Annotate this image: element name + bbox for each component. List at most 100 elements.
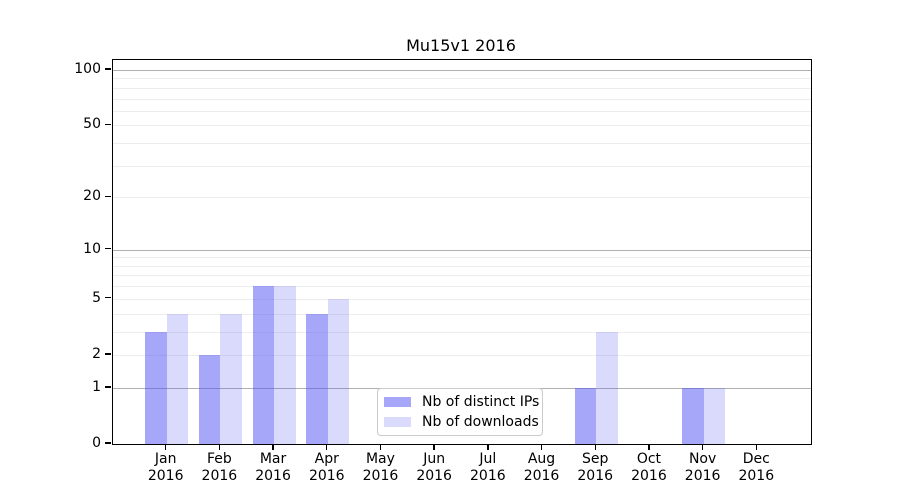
minor-gridline (113, 165, 811, 167)
x-tick-label-line: 2016 (738, 468, 775, 484)
major-gridline (113, 249, 811, 251)
x-tick-label-line: Jan (154, 451, 177, 467)
y-tick-label: 0 (92, 435, 101, 451)
x-tick-mark (218, 444, 221, 450)
x-tick-label-line: Apr (314, 451, 339, 467)
x-tick-label-line: 2016 (470, 468, 506, 484)
minor-gridline (113, 286, 811, 288)
legend: Nb of distinct IPs Nb of downloads (377, 388, 543, 436)
legend-item-downloads: Nb of downloads (384, 413, 539, 430)
x-tick-label-line: May (365, 451, 395, 467)
x-tick-label-line: 2016 (201, 468, 238, 484)
x-tick-label: Jan 2016 (131, 451, 201, 485)
bar (145, 331, 167, 444)
major-gridline (113, 70, 811, 71)
x-tick-label-line: 2016 (308, 468, 345, 484)
x-tick-mark (164, 444, 167, 450)
y-tick-label: 20 (83, 188, 101, 205)
bar (198, 354, 221, 444)
plot-area (112, 59, 812, 445)
x-tick-label-line: 2016 (523, 468, 560, 484)
y-tick-label: 50 (83, 116, 101, 133)
y-tick-label: 5 (92, 289, 101, 306)
minor-gridline (113, 313, 811, 315)
x-tick-label-line: 2016 (577, 468, 614, 484)
legend-item-distinct-ips: Nb of distinct IPs (384, 393, 540, 410)
minor-gridline (113, 197, 811, 199)
minor-gridline (113, 298, 811, 300)
x-tick-label: Sep 2016 (560, 451, 630, 485)
y-tick-mark (105, 68, 111, 70)
bar (682, 387, 704, 444)
bar (166, 313, 189, 444)
y-tick-mark (105, 353, 111, 355)
x-tick-mark (701, 444, 704, 450)
y-tick-label: 2 (92, 345, 101, 362)
x-tick-mark (326, 444, 328, 450)
minor-gridline (113, 98, 811, 100)
x-tick-label-line: Sep (582, 451, 609, 467)
x-tick-label-line: 2016 (147, 468, 184, 484)
legend-swatch-downloads-icon (384, 417, 411, 427)
y-tick-label: 100 (74, 61, 101, 77)
x-tick-mark (379, 444, 382, 450)
x-tick-label: Dec 2016 (721, 451, 791, 485)
y-tick-mark (105, 195, 111, 197)
x-tick-mark (272, 444, 274, 450)
bar (574, 387, 597, 444)
bar (306, 313, 328, 444)
legend-label: Nb of distinct IPs (422, 393, 540, 410)
minor-gridline (113, 87, 811, 89)
x-tick-label-line: Aug (527, 451, 556, 467)
bar (703, 387, 726, 444)
bar (252, 286, 275, 444)
x-tick-mark (648, 444, 650, 450)
minor-gridline (113, 265, 811, 267)
x-tick-label-line: 2016 (416, 468, 452, 484)
x-tick-label-line: Jul (479, 451, 497, 467)
x-tick-label: Mar 2016 (238, 451, 308, 485)
minor-gridline (113, 78, 811, 80)
x-tick-label-line: 2016 (631, 468, 667, 484)
x-tick-mark (594, 444, 596, 450)
minor-gridline (113, 257, 811, 259)
x-tick-label-line: Oct (636, 451, 662, 467)
y-tick-mark (105, 386, 111, 388)
x-tick-label: Aug 2016 (507, 451, 577, 485)
y-tick-label: 10 (83, 240, 101, 257)
x-tick-label: Oct 2016 (614, 451, 684, 485)
x-tick-mark (433, 444, 435, 450)
y-tick-mark (105, 123, 111, 126)
y-tick-label: 1 (92, 378, 101, 395)
x-tick-mark (487, 444, 489, 450)
x-tick-label-line: Nov (688, 451, 717, 467)
x-tick-label: Apr 2016 (292, 451, 362, 485)
x-tick-label-line: 2016 (255, 468, 291, 484)
x-tick-label-line: Dec (742, 451, 770, 467)
minor-gridline (113, 125, 811, 127)
x-tick-label: Nov 2016 (668, 451, 738, 485)
x-tick-label: Jun 2016 (399, 451, 469, 485)
x-tick-mark (755, 444, 757, 450)
x-tick-label: Jul 2016 (453, 451, 523, 485)
x-tick-mark (540, 444, 543, 450)
y-tick-mark (105, 297, 111, 299)
x-tick-label-line: Feb (206, 451, 232, 467)
minor-gridline (113, 143, 811, 145)
legend-label: Nb of downloads (422, 413, 539, 430)
x-tick-label-line: 2016 (684, 468, 721, 484)
minor-gridline (113, 110, 811, 112)
minor-gridline (113, 331, 811, 333)
x-tick-label: May 2016 (345, 451, 415, 485)
y-tick-mark (105, 442, 111, 444)
x-tick-label: Feb 2016 (184, 451, 254, 485)
bar (220, 313, 242, 444)
x-tick-label-line: 2016 (362, 468, 399, 484)
bar (274, 286, 296, 444)
x-tick-label-line: Mar (259, 451, 287, 467)
bar (596, 331, 618, 444)
minor-gridline (113, 275, 811, 277)
chart-title: Mu15v1 2016 (406, 36, 516, 55)
bar (327, 298, 350, 444)
